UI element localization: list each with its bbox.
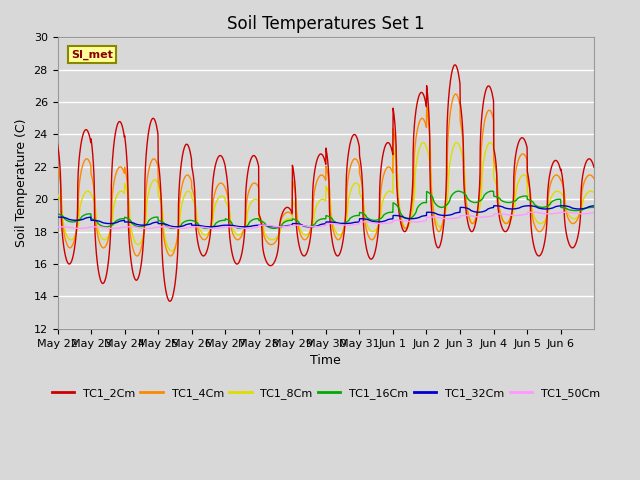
Title: Soil Temperatures Set 1: Soil Temperatures Set 1 xyxy=(227,15,425,33)
Y-axis label: Soil Temperature (C): Soil Temperature (C) xyxy=(15,119,28,247)
X-axis label: Time: Time xyxy=(310,354,341,367)
Text: SI_met: SI_met xyxy=(71,50,113,60)
Legend: TC1_2Cm, TC1_4Cm, TC1_8Cm, TC1_16Cm, TC1_32Cm, TC1_50Cm: TC1_2Cm, TC1_4Cm, TC1_8Cm, TC1_16Cm, TC1… xyxy=(47,384,605,404)
